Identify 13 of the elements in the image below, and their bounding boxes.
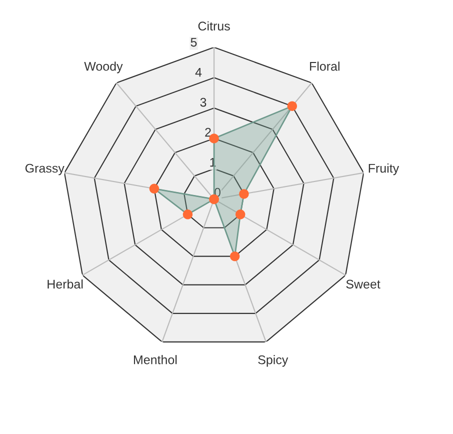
y-tick-label: 2 xyxy=(205,128,211,137)
y-tick-label: 5 xyxy=(190,38,197,47)
y-tick-label: 4 xyxy=(195,68,202,77)
spoke-label: Fruity xyxy=(368,164,400,176)
spoke-label: Sweet xyxy=(346,280,380,289)
y-tick-label: 3 xyxy=(200,98,206,107)
spoke-label: Citrus xyxy=(198,21,230,31)
spoke-label: Floral xyxy=(310,62,340,71)
spoke-label: Menthol xyxy=(134,355,177,364)
spoke-label: Woody xyxy=(84,62,123,74)
spoke-label: Spicy xyxy=(258,355,288,367)
spoke-label: Grassy xyxy=(25,164,64,176)
spoke-label: Herbal xyxy=(48,279,83,289)
